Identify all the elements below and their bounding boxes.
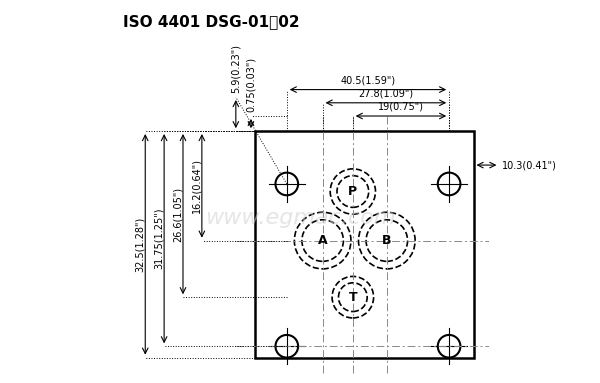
Text: A: A [318,234,328,247]
Text: B: B [382,234,392,247]
Text: T: T [349,291,357,304]
Text: 19(0.75"): 19(0.75") [378,101,424,111]
Text: 27.8(1.09"): 27.8(1.09") [358,88,413,98]
Text: P: P [348,185,358,198]
Text: 16.2(0.64"): 16.2(0.64") [191,158,201,213]
Text: 31.75(1.25"): 31.75(1.25") [154,208,163,269]
Text: 40.5(1.59"): 40.5(1.59") [340,75,395,85]
Bar [255,131,473,358]
Text: www.egmac.com: www.egmac.com [205,208,395,228]
Text: 0.75(0.03"): 0.75(0.03") [246,57,256,112]
Text: 10.3(0.41"): 10.3(0.41") [502,160,557,170]
Text: 32.5(1.28"): 32.5(1.28") [134,217,145,272]
Text: ISO 4401 DSG-01、02: ISO 4401 DSG-01、02 [122,14,299,29]
Text: 26.6(1.05"): 26.6(1.05") [172,187,182,242]
Text: 5.9(0.23"): 5.9(0.23") [231,44,241,93]
